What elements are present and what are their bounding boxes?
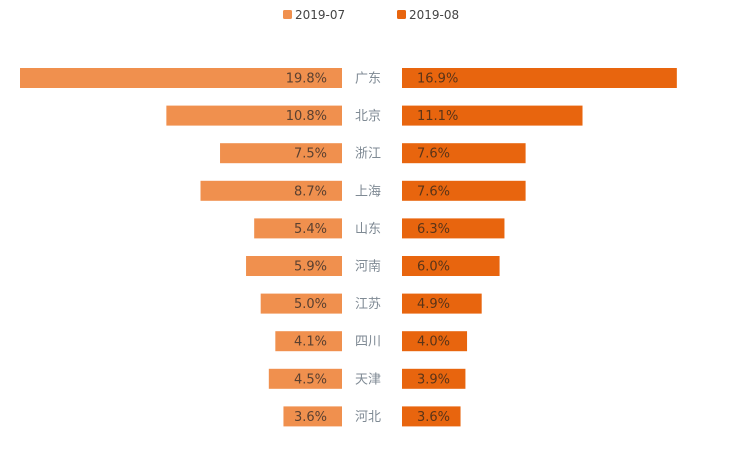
- value-label-2019-08-5: 6.0%: [417, 260, 450, 275]
- value-label-2019-08-6: 4.9%: [417, 297, 450, 312]
- legend-swatch-0: [283, 10, 292, 19]
- value-label-2019-08-3: 7.6%: [417, 184, 450, 199]
- category-label-6: 江苏: [355, 296, 381, 312]
- value-label-2019-08-1: 11.1%: [417, 109, 458, 124]
- category-label-0: 广东: [355, 72, 381, 87]
- category-label-3: 上海: [355, 184, 381, 199]
- value-label-2019-08-8: 3.9%: [417, 372, 450, 387]
- legend-label-0: 2019-07: [295, 8, 345, 22]
- value-label-2019-07-7: 4.1%: [294, 335, 327, 350]
- value-label-2019-07-3: 8.7%: [294, 184, 327, 199]
- value-label-2019-08-9: 3.6%: [417, 410, 450, 425]
- value-label-2019-07-1: 10.8%: [286, 109, 327, 124]
- category-label-1: 北京: [355, 109, 381, 124]
- category-label-7: 四川: [355, 335, 381, 350]
- category-label-2: 浙江: [355, 147, 381, 162]
- value-label-2019-07-8: 4.5%: [294, 372, 327, 387]
- category-label-8: 天津: [355, 372, 381, 387]
- legend-label-1: 2019-08: [409, 8, 459, 22]
- value-label-2019-08-0: 16.9%: [417, 72, 458, 87]
- category-label-5: 河南: [355, 259, 381, 275]
- legend-swatch-1: [397, 10, 406, 19]
- category-label-9: 河北: [355, 410, 381, 425]
- value-label-2019-07-0: 19.8%: [286, 72, 327, 87]
- value-label-2019-08-4: 6.3%: [417, 222, 450, 237]
- value-label-2019-07-6: 5.0%: [294, 297, 327, 312]
- value-label-2019-07-2: 7.5%: [294, 147, 327, 162]
- category-label-4: 山东: [355, 222, 381, 237]
- value-label-2019-07-9: 3.6%: [294, 410, 327, 425]
- value-label-2019-08-7: 4.0%: [417, 335, 450, 350]
- value-label-2019-07-5: 5.9%: [294, 260, 327, 275]
- value-label-2019-08-2: 7.6%: [417, 147, 450, 162]
- value-label-2019-07-4: 5.4%: [294, 222, 327, 237]
